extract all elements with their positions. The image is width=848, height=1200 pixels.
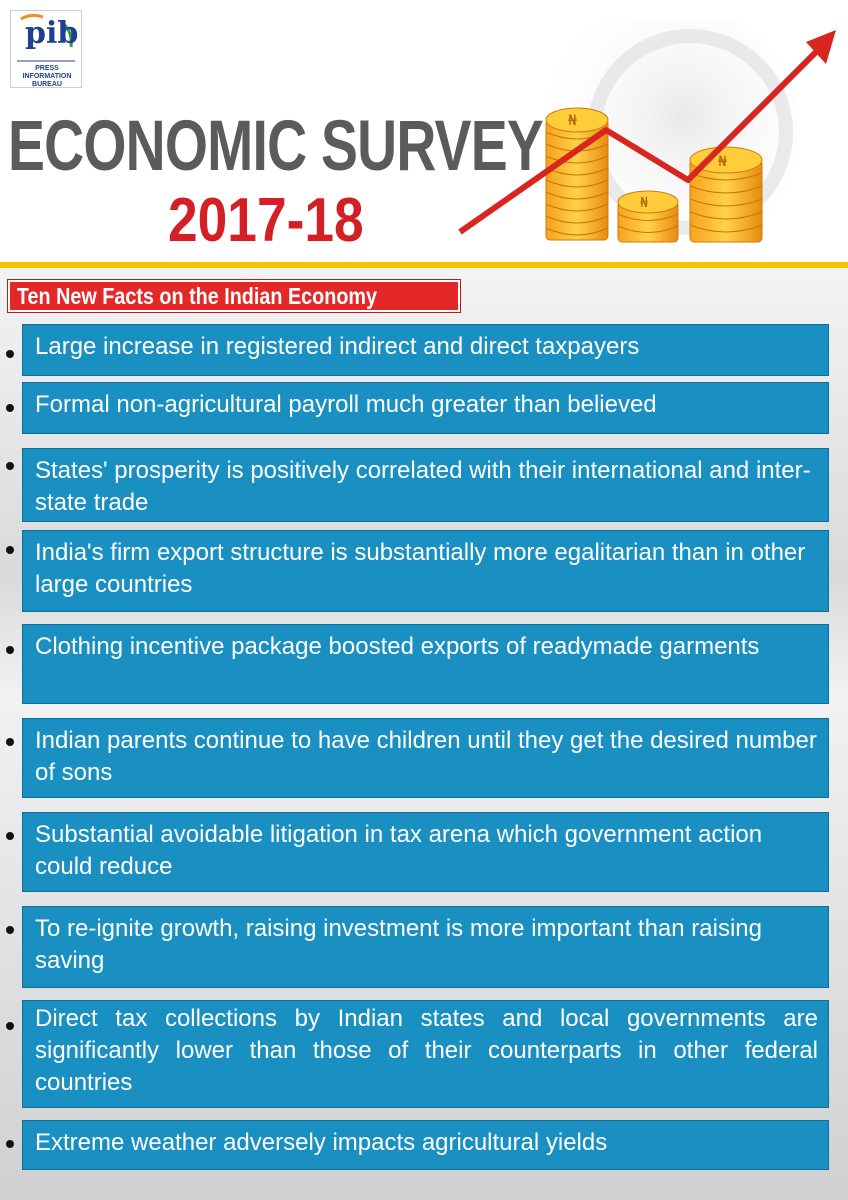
- bullet-icon: [6, 404, 14, 412]
- fact-item-5: Clothing incentive package boosted expor…: [22, 624, 829, 704]
- bullet-icon: [6, 926, 14, 934]
- pib-logo-emblem: [17, 13, 75, 62]
- svg-text:₦: ₦: [640, 196, 649, 211]
- fact-item-6: Indian parents continue to have children…: [22, 718, 829, 798]
- bullet-icon: [6, 646, 14, 654]
- bullet-icon: [6, 546, 14, 554]
- bullet-icon: [6, 832, 14, 840]
- fact-item-1: Large increase in registered indirect an…: [22, 324, 829, 376]
- section-heading: Ten New Facts on the Indian Economy: [8, 280, 460, 312]
- page-title: ECONOMIC SURVEY: [8, 107, 544, 186]
- bullet-icon: [6, 1140, 14, 1148]
- fact-item-3: States' prosperity is positively correla…: [22, 448, 829, 522]
- logo-wordmark: pib: [25, 16, 79, 51]
- divider-line: [0, 262, 848, 268]
- bullet-icon: [6, 738, 14, 746]
- pib-logo: pib PRESS INFORMATION BUREAU: [10, 10, 82, 88]
- fact-item-4: India's firm export structure is substan…: [22, 530, 829, 612]
- fact-item-2: Formal non-agricultural payroll much gre…: [22, 382, 829, 434]
- svg-text:₦: ₦: [568, 113, 577, 129]
- fact-item-7: Substantial avoidable litigation in tax …: [22, 812, 829, 892]
- bullet-icon: [6, 350, 14, 358]
- section-heading-text: Ten New Facts on the Indian Economy: [16, 283, 378, 309]
- fact-item-8: To re-ignite growth, raising investment …: [22, 906, 829, 988]
- header: pib PRESS INFORMATION BUREAU ECONOMIC SU…: [0, 0, 848, 262]
- coin-stacks-icon: ₦ ₦ ₦: [458, 20, 836, 260]
- bullet-icon: [6, 1022, 14, 1030]
- survey-year: 2017-18: [168, 186, 364, 255]
- logo-tagline: PRESS INFORMATION BUREAU: [22, 65, 72, 88]
- fact-item-9: Direct tax collections by Indian states …: [22, 1000, 829, 1108]
- bullet-icon: [6, 462, 14, 470]
- svg-text:₦: ₦: [718, 154, 727, 170]
- fact-item-10: Extreme weather adversely impacts agricu…: [22, 1120, 829, 1170]
